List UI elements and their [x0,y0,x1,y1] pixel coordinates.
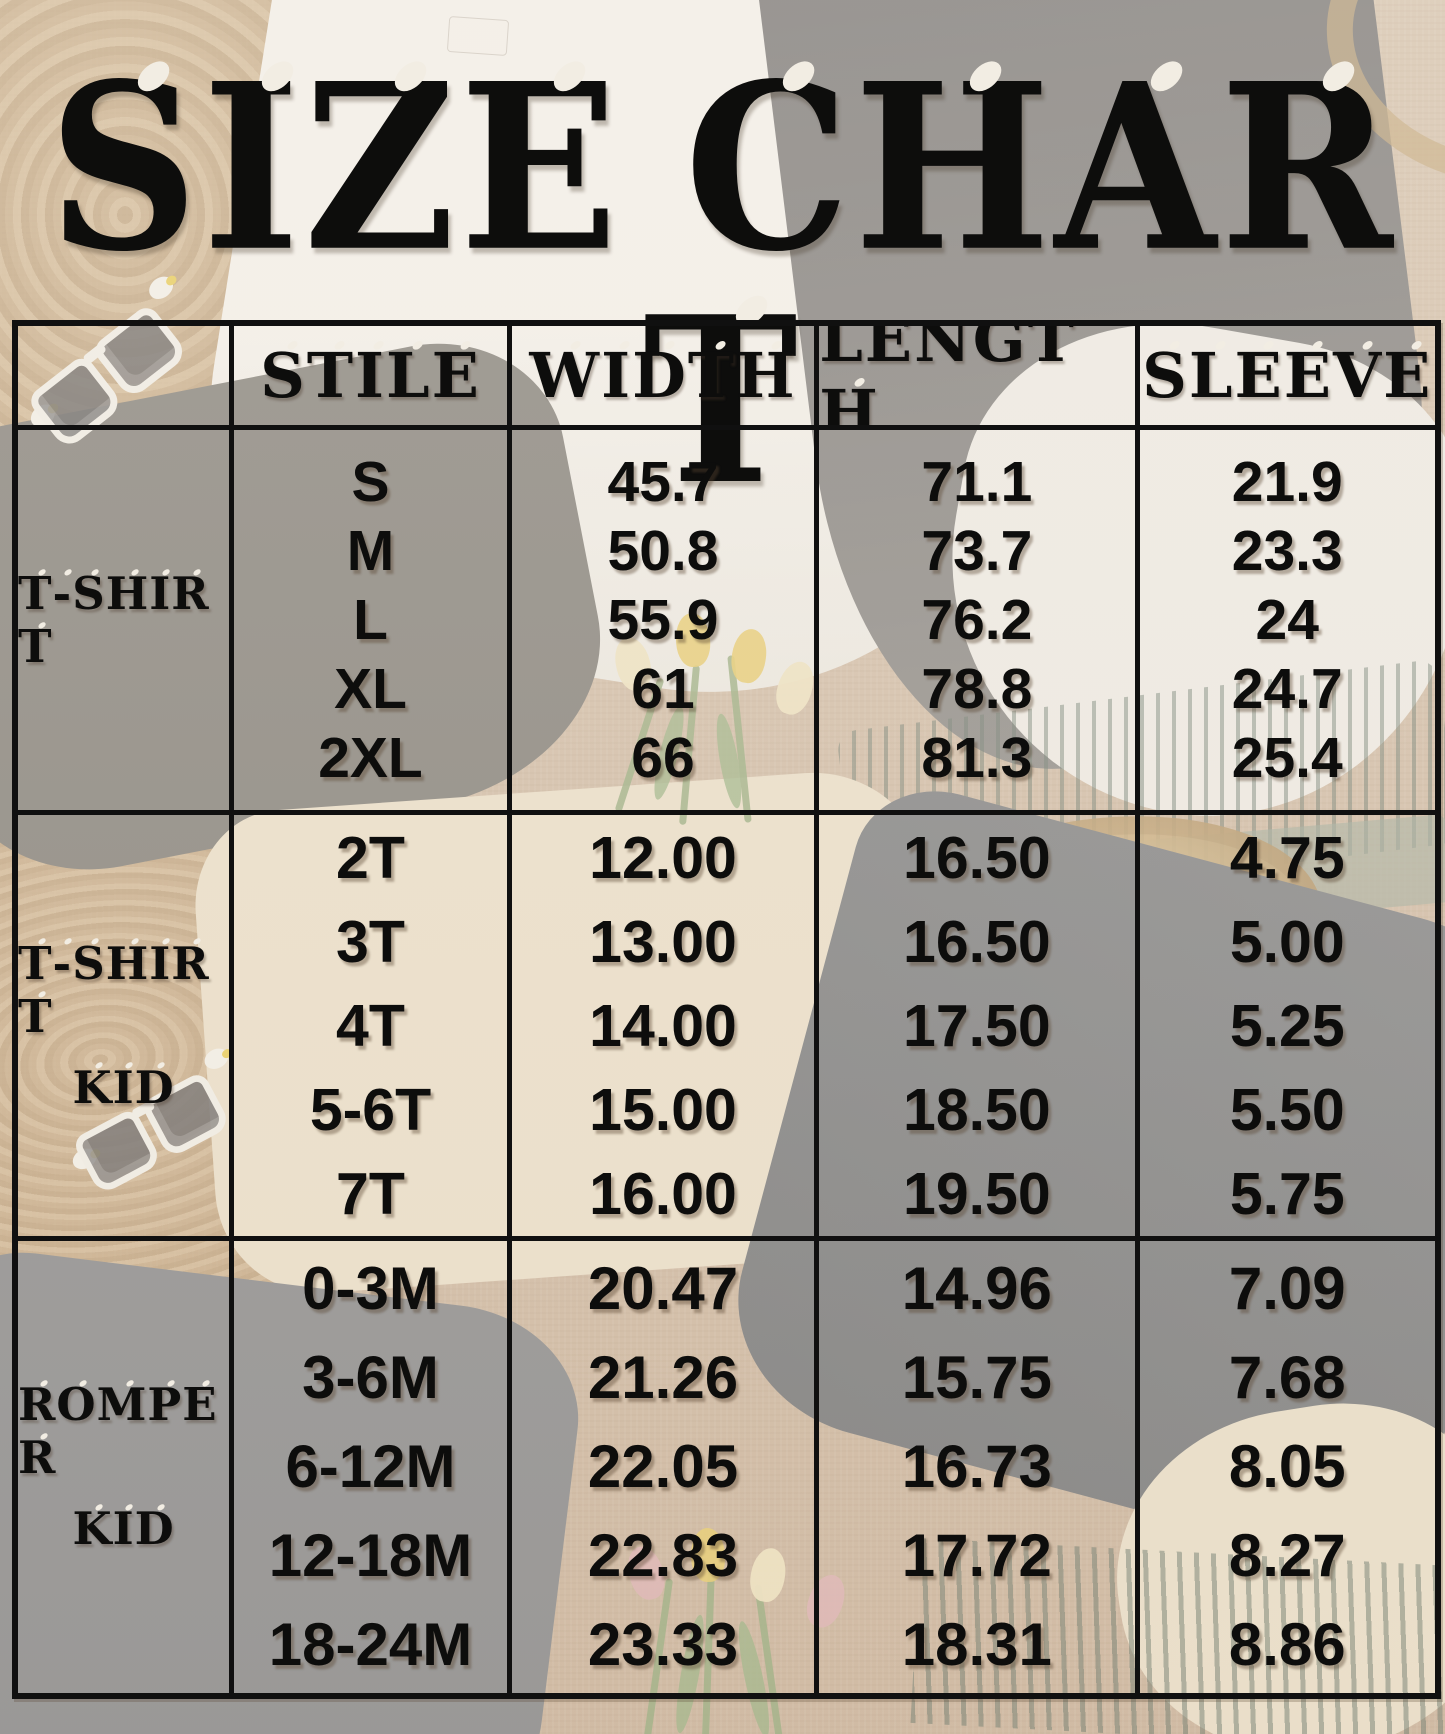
sleeve-value: 8.27 [1228,1522,1346,1590]
style-value: S [351,449,390,514]
column-header-width: WIDTH [511,326,820,431]
column-header-length: LENGTH [819,326,1140,431]
length-cell-tshirt-kid: 16.50 16.50 17.50 18.50 19.50 [819,815,1140,1241]
width-cell-tshirt: 45.7 50.8 55.9 61 66 [511,430,820,816]
sleeve-value: 7.68 [1228,1344,1346,1412]
sleeve-value: 5.75 [1229,1160,1345,1227]
length-value: 17.72 [901,1522,1052,1590]
length-value: 78.8 [921,656,1033,721]
row-group-label-romper-kid: ROMPER KID [18,1240,235,1693]
row-group-label-tshirt: T-SHIRT [18,430,235,816]
length-value: 15.75 [901,1344,1052,1412]
style-value: 2T [336,824,405,891]
sleeve-value: 4.75 [1229,824,1345,891]
style-value: XL [334,656,407,721]
sleeve-value: 8.05 [1228,1433,1346,1501]
style-cell-tshirt: S M L XL 2XL [234,430,512,816]
column-header-sleeve: SLEEVE [1139,326,1435,431]
page-title: SIZE CHART [48,34,1397,537]
style-value: 3T [336,908,405,975]
length-value: 17.50 [903,992,1051,1059]
style-value: 18-24M [268,1611,473,1679]
style-cell-tshirt-kid: 2T 3T 4T 5-6T 7T [234,815,512,1241]
width-value: 50.8 [607,518,719,583]
sleeve-value: 8.86 [1228,1611,1346,1679]
length-value: 71.1 [921,449,1033,514]
width-value: 23.33 [587,1611,739,1679]
length-value: 18.50 [903,1076,1051,1143]
sleeve-cell-tshirt: 21.9 23.3 24 24.7 25.4 [1139,430,1435,816]
length-value: 73.7 [921,518,1033,583]
style-value: 7T [336,1160,405,1227]
width-value: 66 [631,725,695,790]
length-value: 16.50 [903,908,1051,975]
width-value: 22.83 [587,1522,739,1590]
width-value: 14.00 [589,992,737,1059]
width-value: 45.7 [607,449,719,514]
width-value: 55.9 [607,587,719,652]
sleeve-cell-romper-kid: 7.09 7.68 8.05 8.27 8.86 [1140,1241,1436,1693]
length-value: 19.50 [903,1160,1051,1227]
style-value: 0-3M [302,1255,439,1323]
header-spacer-cell [18,326,235,431]
sleeve-value: 21.9 [1231,449,1343,514]
style-value: 12-18M [268,1522,473,1590]
style-value: 4T [336,992,405,1059]
sleeve-value: 25.4 [1231,725,1343,790]
width-value: 15.00 [589,1076,737,1143]
length-cell-romper-kid: 14.96 15.75 16.73 17.72 18.31 [819,1240,1140,1693]
style-value: 3-6M [302,1344,439,1412]
sleeve-value: 23.3 [1231,518,1343,583]
style-value: L [353,587,388,652]
length-cell-tshirt: 71.1 73.7 76.2 78.8 81.3 [819,430,1140,816]
width-cell-romper-kid: 20.47 21.26 22.05 22.83 23.33 [512,1240,820,1693]
length-value: 81.3 [921,725,1033,790]
width-value: 16.00 [589,1160,737,1227]
sleeve-value: 24 [1255,587,1319,652]
width-cell-tshirt-kid: 12.00 13.00 14.00 15.00 16.00 [511,815,820,1241]
sleeve-value: 5.25 [1229,992,1345,1059]
length-value: 76.2 [921,587,1033,652]
length-value: 16.73 [901,1433,1052,1501]
width-value: 20.47 [587,1255,739,1323]
length-value: 16.50 [903,824,1051,891]
width-value: 61 [631,656,695,721]
column-header-style: STILE [234,326,512,431]
width-value: 12.00 [589,824,737,891]
sleeve-value: 24.7 [1231,656,1343,721]
width-value: 13.00 [589,908,737,975]
row-group-label-tshirt-kid: T-SHIRT KID [18,815,235,1241]
sleeve-cell-tshirt-kid: 4.75 5.00 5.25 5.50 5.75 [1139,815,1435,1241]
length-value: 18.31 [901,1611,1052,1679]
sleeve-value: 7.09 [1228,1255,1346,1323]
sleeve-value: 5.50 [1229,1076,1345,1143]
size-table: STILE WIDTH LENGTH SLEEVE T-SHIRT S M L … [12,320,1441,1699]
style-value: M [346,518,395,583]
width-value: 22.05 [587,1433,739,1501]
length-value: 14.96 [901,1255,1052,1323]
style-cell-romper-kid: 0-3M 3-6M 6-12M 12-18M 18-24M [234,1240,512,1693]
width-value: 21.26 [587,1344,739,1412]
style-value: 5-6T [309,1076,432,1143]
sleeve-value: 5.00 [1229,908,1345,975]
style-value: 6-12M [285,1433,456,1501]
style-value: 2XL [318,725,423,790]
